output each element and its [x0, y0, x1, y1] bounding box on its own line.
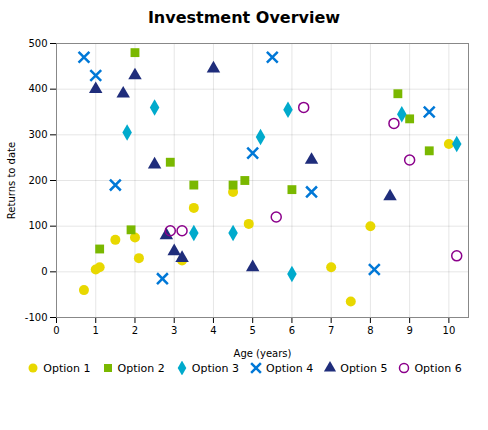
svg-text:200: 200 [28, 175, 47, 186]
svg-text:Returns to date: Returns to date [6, 142, 17, 219]
svg-text:4: 4 [210, 325, 216, 336]
svg-text:Age (years): Age (years) [234, 348, 292, 359]
html-text:Option 4: Option 4 [266, 361, 314, 375]
html-text:Option 5: Option 5 [340, 361, 388, 375]
html-text:Option 2: Option 2 [117, 361, 165, 375]
svg-text:1: 1 [93, 325, 99, 336]
svg-text:3: 3 [171, 325, 177, 336]
svg-text:-100: -100 [25, 312, 48, 323]
svg-text:7: 7 [328, 325, 334, 336]
html-text:Option 6: Option 6 [414, 361, 462, 375]
svg-text:400: 400 [28, 83, 47, 94]
svg-text:100: 100 [28, 220, 47, 231]
svg-text:9: 9 [406, 325, 412, 336]
svg-text:8: 8 [367, 325, 373, 336]
html-text:Investment Overview: Investment Overview [147, 8, 341, 27]
svg-text:500: 500 [28, 38, 47, 49]
svg-text:6: 6 [289, 325, 295, 336]
svg-text:300: 300 [28, 129, 47, 140]
svg-text:10: 10 [443, 325, 456, 336]
svg-text:2: 2 [132, 325, 138, 336]
svg-text:0: 0 [41, 266, 47, 277]
svg-text:0: 0 [53, 325, 59, 336]
svg-text:5: 5 [250, 325, 256, 336]
html-text:Option 3: Option 3 [191, 361, 239, 375]
html-text:Option 1: Option 1 [43, 361, 91, 375]
